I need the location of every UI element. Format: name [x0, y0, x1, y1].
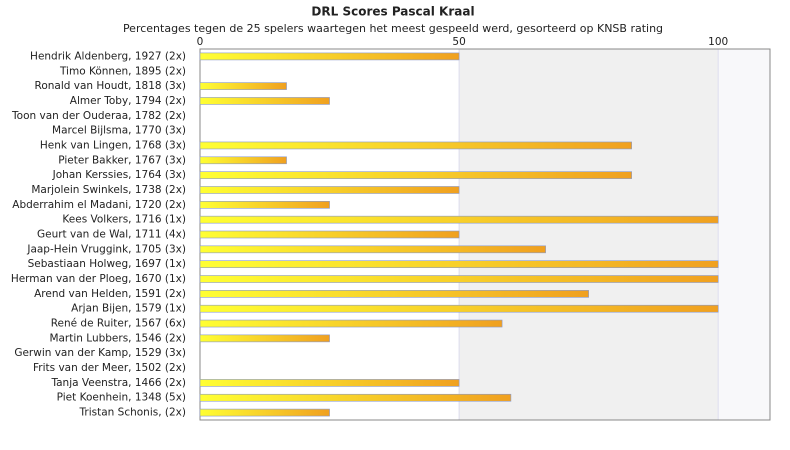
bar: [199, 408, 330, 417]
y-tick-label: Abderrahim el Madani, 1720 (2x): [12, 199, 186, 211]
bar: [199, 245, 546, 254]
y-tick-label: Marjolein Swinkels, 1738 (2x): [31, 184, 186, 196]
y-tick-label: Arend van Helden, 1591 (2x): [34, 288, 186, 300]
x-tick-label: 50: [452, 36, 465, 48]
bar: [199, 82, 287, 90]
x-tick-label: 0: [197, 36, 204, 48]
bar: [199, 171, 632, 179]
bar: [199, 141, 632, 150]
y-tick-label: Frits van der Meer, 1502 (2x): [33, 362, 186, 374]
band: [718, 49, 770, 420]
bar: [199, 97, 330, 105]
chart-title: DRL Scores Pascal Kraal: [311, 5, 474, 19]
bar: [199, 393, 512, 402]
bar: [199, 319, 503, 328]
bar: [199, 275, 719, 283]
bar: [199, 304, 719, 313]
y-tick-label: Henk van Lingen, 1768 (3x): [40, 139, 186, 151]
y-tick-label: Marcel Bijlsma, 1770 (3x): [52, 125, 186, 137]
y-tick-label: Tanja Veenstra, 1466 (2x): [50, 377, 186, 389]
y-tick-label: Pieter Bakker, 1767 (3x): [58, 154, 186, 166]
y-tick-label: Geurt van de Wal, 1711 (4x): [37, 229, 186, 241]
y-tick-label: Martin Lubbers, 1546 (2x): [49, 332, 186, 344]
bar: [199, 201, 330, 209]
y-tick-label: Tristan Schonis, (2x): [79, 407, 186, 419]
bar: [199, 260, 719, 268]
y-tick-label: Johan Kerssies, 1764 (3x): [52, 169, 186, 181]
chart-subtitle: Percentages tegen de 25 spelers waartege…: [123, 22, 663, 35]
y-tick-label: Herman van der Ploeg, 1670 (1x): [11, 273, 186, 285]
y-tick-label: Kees Volkers, 1716 (1x): [62, 214, 186, 226]
y-tick-label: Sebastiaan Holweg, 1697 (1x): [28, 258, 186, 270]
bar: [199, 379, 460, 387]
y-tick-label: Timo Können, 1895 (2x): [59, 65, 186, 77]
y-tick-label: René de Ruiter, 1567 (6x): [51, 318, 186, 330]
bar: [199, 290, 589, 298]
y-tick-label: Toon van der Ouderaa, 1782 (2x): [11, 110, 186, 122]
y-tick-label: Arjan Bijen, 1579 (1x): [71, 303, 186, 315]
band: [459, 49, 719, 420]
x-tick-label: 100: [708, 36, 728, 48]
bar: [199, 186, 460, 194]
y-tick-label: Almer Toby, 1794 (2x): [70, 95, 186, 107]
y-tick-label: Hendrik Aldenberg, 1927 (2x): [30, 50, 186, 62]
y-tick-label: Jaap-Hein Vruggink, 1705 (3x): [26, 243, 186, 255]
y-tick-label: Piet Koenhein, 1348 (5x): [57, 392, 186, 404]
bar: [199, 215, 719, 224]
bar: [199, 156, 287, 165]
y-tick-label: Gerwin van der Kamp, 1529 (3x): [14, 347, 186, 359]
bar: [199, 52, 460, 61]
bar: [199, 230, 460, 239]
y-tick-label: Ronald van Houdt, 1818 (3x): [35, 80, 186, 92]
bar: [199, 334, 330, 343]
